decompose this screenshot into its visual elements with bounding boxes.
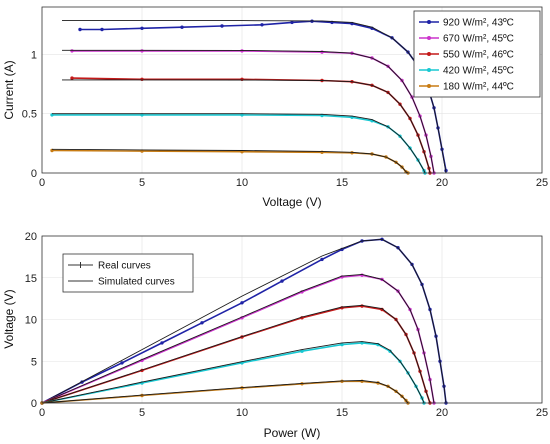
iv-chart-y-ticks: 00.51	[22, 49, 37, 180]
iv-chart-x-tick-label: 15	[336, 177, 348, 189]
iv-chart-measured-point	[240, 77, 244, 82]
pv-chart-y-tick-label: 10	[25, 315, 37, 327]
iv-chart-measured-point	[100, 27, 104, 32]
iv-chart-simulated-curve	[52, 113, 426, 174]
iv-chart-legend-label: 550 W/m², 46ºC	[443, 50, 514, 61]
pv-chart-measured-point	[340, 342, 344, 347]
iv-chart-legend: 920 W/m², 43ºC 670 W/m², 45ºC 550 W/m², 46…	[413, 10, 541, 98]
iv-chart-legend-label: 180 W/m², 44ºC	[443, 82, 514, 93]
iv-chart-series-2	[62, 76, 432, 175]
iv-chart-legend-marker	[427, 20, 431, 24]
pv-chart-y-axis-label: Voltage (V)	[2, 289, 16, 348]
pv-chart-curves	[40, 237, 448, 405]
iv-chart-simulated-curve	[62, 20, 447, 174]
pv-chart-x-tick-label: 15	[336, 407, 348, 419]
pv-chart-measured-point	[300, 349, 304, 353]
pv-chart-x-tick-label: 0	[39, 407, 45, 419]
iv-chart-measured-point	[78, 27, 82, 32]
iv-chart-series-3	[50, 113, 427, 175]
pv-chart-measured-point	[120, 361, 124, 365]
pv-chart-series-1	[40, 273, 436, 405]
pv-chart-measured-point	[240, 301, 244, 305]
iv-chart-simulated-curve	[62, 49, 435, 174]
iv-chart-legend-marker	[427, 84, 431, 88]
pv-chart-x-tick-label: 20	[436, 407, 448, 419]
iv-chart-x-tick-label: 20	[436, 177, 448, 189]
pv-chart-legend-label: Simulated curves	[98, 277, 175, 288]
pv-chart-legend: Real curves Simulated curves	[62, 253, 194, 293]
iv-chart-measured-point	[180, 25, 184, 29]
iv-chart-x-tick-label: 25	[536, 177, 548, 189]
pv-chart-series-3	[40, 341, 426, 405]
iv-chart-y-tick-label: 1	[31, 49, 37, 61]
pv-chart-y-tick-label: 20	[25, 231, 37, 243]
iv-chart-measured-point	[70, 49, 74, 53]
iv-chart-measured-point	[260, 23, 264, 27]
pv-chart-simulated-curve	[41, 380, 409, 404]
iv-chart-legend-marker	[427, 68, 431, 72]
pv-chart-x-tick-label: 10	[236, 407, 248, 419]
iv-chart-legend-marker	[427, 52, 431, 56]
iv-chart-y-tick-label: 0	[31, 168, 37, 180]
pv-chart-y-ticks: 0 5 10 15 20	[25, 231, 37, 410]
pv-chart-simulated-curve	[41, 273, 435, 404]
iv-chart-y-axis-label: Current (A)	[2, 60, 16, 119]
pv-chart-series-4	[40, 379, 410, 405]
iv-chart-curves	[50, 19, 448, 175]
iv-chart-frame	[41, 6, 543, 174]
iv-chart-measured-point	[140, 26, 144, 30]
pv-chart-legend-marker	[77, 262, 84, 268]
iv-chart-legend-label: 420 W/m², 45ºC	[443, 66, 514, 77]
iv-chart-measured-point	[320, 50, 324, 54]
pv-chart-simulated-curve	[41, 238, 447, 404]
pv-chart-x-tick-label: 25	[536, 407, 548, 419]
pv-chart-legend-box	[62, 253, 194, 293]
iv-chart-x-axis-label: Voltage (V)	[262, 195, 321, 209]
iv-chart-x-ticks: 0 5 10 15 20 25	[39, 177, 548, 189]
iv-chart-measured-point	[140, 49, 144, 53]
iv-chart-x-tick-label: 10	[236, 177, 248, 189]
iv-chart-measured-point	[70, 76, 74, 80]
pv-chart-series-0	[40, 237, 448, 405]
iv-chart-legend-label: 920 W/m², 43ºC	[443, 18, 514, 29]
pv-chart-simulated-curve	[41, 304, 431, 404]
pv-chart-frame	[41, 235, 543, 404]
pv-chart-series-2	[40, 304, 432, 405]
pv-chart-x-ticks: 0 5 10 15 20 25	[39, 407, 548, 419]
iv-chart-measured-point	[240, 49, 244, 53]
pv-chart-measured-point	[320, 257, 324, 262]
iv-chart-measured-point	[290, 20, 294, 25]
iv-chart-x-tick-label: 5	[139, 177, 145, 189]
iv-chart-simulated-curve	[62, 79, 431, 174]
iv-chart-series-1	[62, 49, 436, 175]
pv-chart-simulated-curve	[41, 341, 425, 404]
pv-chart-measured-point	[200, 321, 204, 325]
pv-chart-x-axis-label: Power (W)	[264, 426, 321, 440]
iv-chart-measured-point	[220, 24, 224, 28]
pv-chart-y-tick-label: 0	[31, 398, 37, 410]
pv-chart-y-tick-label: 5	[31, 356, 37, 368]
pv-chart: 0 5 10 15 20 25 0 5 10 15 20 Power (W) Voltage (V…	[2, 231, 548, 440]
pv-chart-measured-point	[160, 341, 164, 345]
pv-chart-x-tick-label: 5	[139, 407, 145, 419]
iv-chart-y-tick-label: 0.5	[22, 109, 37, 121]
pv-chart-legend-label: Real curves	[98, 261, 151, 272]
iv-chart-x-tick-label: 0	[39, 177, 45, 189]
iv-chart-legend-label: 670 W/m², 45ºC	[443, 34, 514, 45]
iv-chart-legend-marker	[427, 36, 431, 40]
pv-chart-y-tick-label: 15	[25, 273, 37, 285]
pv-chart-measured-point	[280, 279, 284, 283]
iv-chart-measured-point	[140, 77, 144, 82]
iv-chart-simulated-curve	[51, 148, 409, 174]
